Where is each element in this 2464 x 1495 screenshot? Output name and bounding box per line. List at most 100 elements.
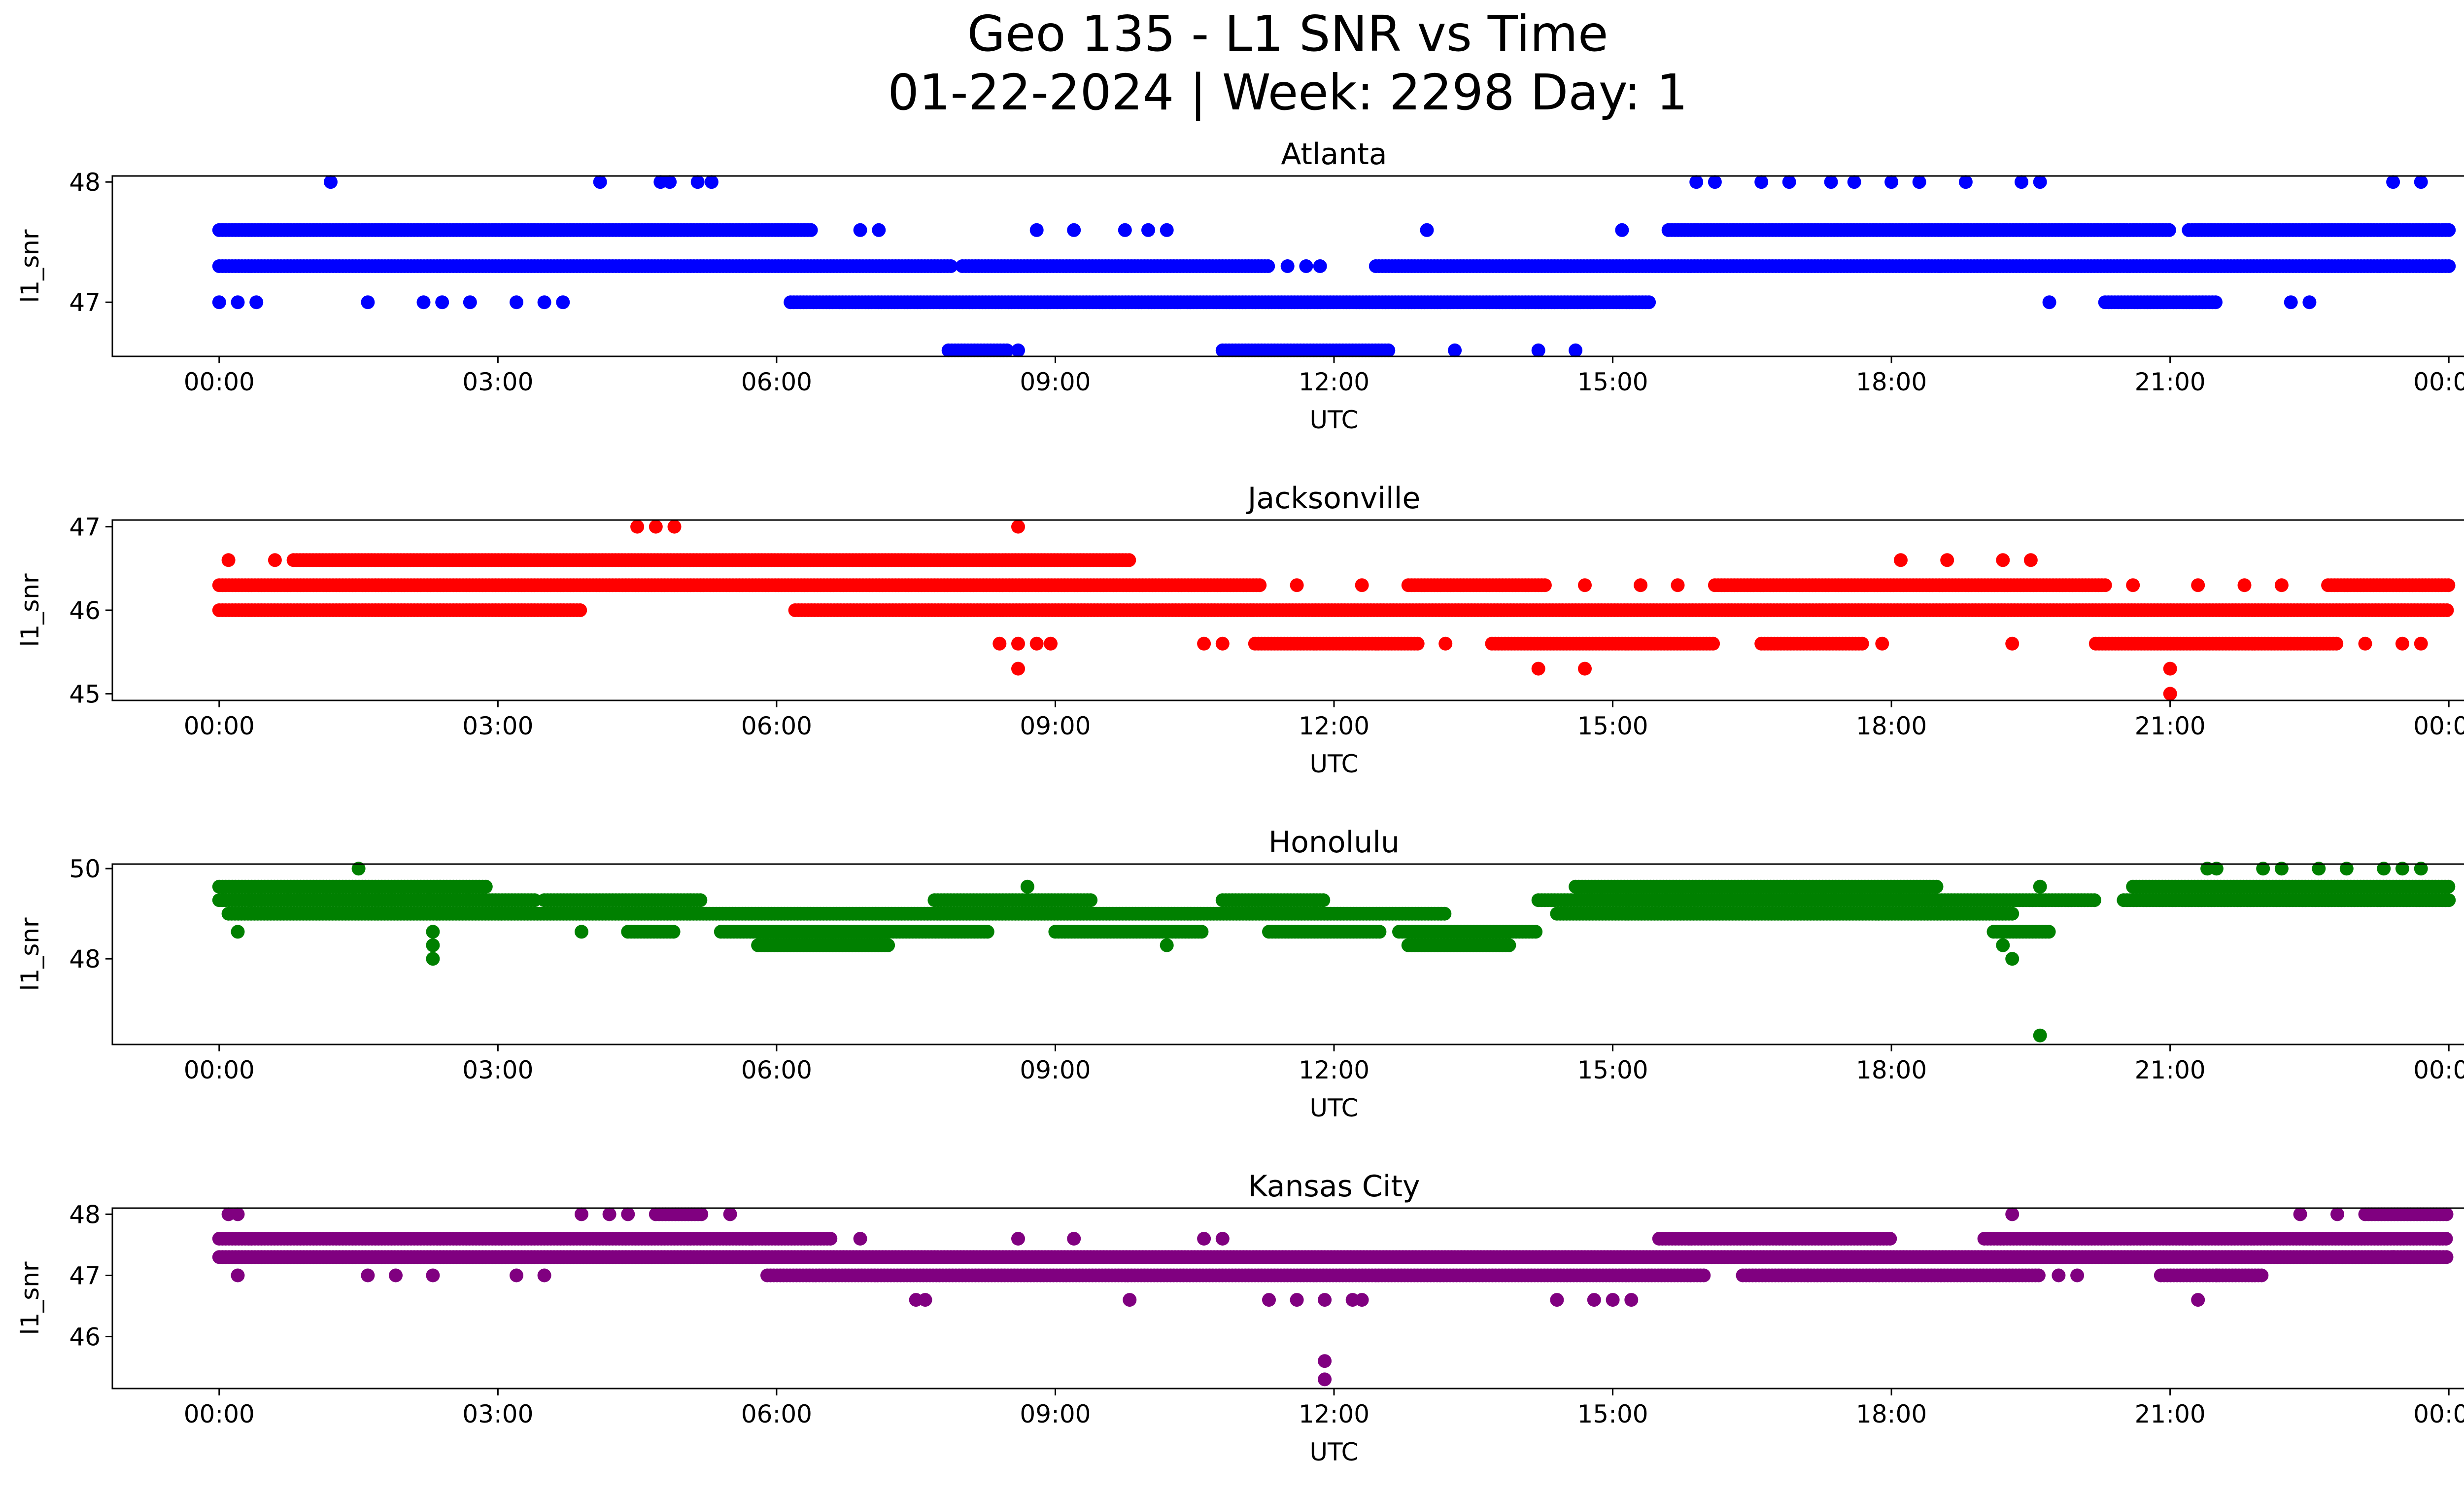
data-point	[2005, 906, 2019, 921]
data-point	[1381, 343, 1396, 357]
x-tick-label: 15:00	[1577, 368, 1648, 396]
data-point	[1824, 175, 1838, 189]
data-point	[268, 553, 282, 567]
data-point	[1029, 223, 1044, 237]
x-tick-label: 00:00	[184, 1056, 255, 1084]
data-point	[1782, 175, 1796, 189]
data-point	[1029, 636, 1044, 651]
data-point	[2033, 879, 2047, 894]
x-tick-label: 21:00	[2135, 712, 2206, 740]
data-point	[980, 925, 994, 939]
data-point	[1502, 938, 1516, 952]
x-tick-label: 00:00	[2413, 368, 2464, 396]
data-point	[630, 520, 645, 534]
data-point	[1996, 553, 2010, 567]
x-tick-label: 00:00	[184, 712, 255, 740]
x-tick-label: 00:00	[2413, 1056, 2464, 1084]
x-axis-label: UTC	[1309, 1094, 1358, 1122]
y-tick-label: 46	[69, 596, 101, 625]
y-tick-label: 47	[69, 513, 101, 542]
x-tick-label: 12:00	[1299, 368, 1369, 396]
data-point	[1929, 879, 1944, 894]
data-point	[992, 636, 1007, 651]
data-point	[573, 603, 587, 617]
data-point	[2126, 578, 2140, 592]
data-point	[593, 175, 607, 189]
data-point	[435, 295, 449, 310]
data-point	[1160, 223, 1174, 237]
x-tick-label: 03:00	[462, 368, 533, 396]
data-point	[2358, 636, 2372, 651]
data-point	[1011, 343, 1025, 357]
x-tick-label: 21:00	[2135, 1056, 2206, 1084]
x-axis-label: UTC	[1309, 406, 1358, 434]
x-tick-label: 18:00	[1856, 368, 1927, 396]
y-tick-label: 48	[69, 945, 101, 973]
data-point	[1531, 343, 1545, 357]
data-point	[221, 553, 236, 567]
data-point	[944, 259, 958, 273]
data-point	[1261, 259, 1275, 273]
data-point	[663, 175, 677, 189]
data-point	[2442, 259, 2456, 273]
data-point	[1531, 661, 1545, 676]
data-point	[463, 295, 477, 310]
data-point	[2442, 223, 2456, 237]
data-point	[2414, 636, 2428, 651]
data-point	[1000, 343, 1014, 357]
data-point	[2274, 578, 2289, 592]
data-point	[1875, 636, 1889, 651]
y-tick-label: 50	[69, 855, 101, 883]
data-point	[2163, 661, 2177, 676]
data-point	[426, 952, 440, 966]
data-point	[1578, 661, 1592, 676]
data-point	[1215, 636, 1230, 651]
data-point	[1578, 578, 1592, 592]
data-point	[872, 223, 886, 237]
data-point	[426, 938, 440, 952]
data-point	[416, 295, 431, 310]
data-point	[1689, 175, 1704, 189]
data-point	[1420, 223, 1434, 237]
data-point	[666, 925, 681, 939]
data-point	[1847, 175, 1861, 189]
data-point	[2042, 295, 2056, 310]
data-point	[1884, 175, 1899, 189]
data-point	[1313, 259, 1327, 273]
x-tick-label: 09:00	[1020, 1056, 1091, 1084]
data-point	[1569, 343, 1583, 357]
data-point	[1280, 259, 1295, 273]
y-axis-label: l1_snr	[16, 917, 44, 991]
y-tick-label: 45	[69, 680, 101, 708]
data-point	[2098, 578, 2112, 592]
data-point	[2442, 893, 2456, 907]
data-point	[1529, 925, 1543, 939]
data-point	[1642, 295, 1656, 310]
data-point	[2042, 925, 2056, 939]
data-point	[2005, 952, 2019, 966]
scatter-series-atlanta	[212, 175, 2456, 357]
data-point	[510, 295, 523, 310]
data-point	[231, 295, 245, 310]
data-point	[2209, 295, 2223, 310]
data-point	[2033, 175, 2047, 189]
data-point	[1290, 578, 1304, 592]
data-point	[1118, 223, 1132, 237]
data-point	[1438, 636, 1453, 651]
data-point	[479, 879, 493, 894]
data-point	[1197, 636, 1211, 651]
figure-title-line2: 01-22-2024 | Week: 2298 Day: 1	[888, 64, 1687, 121]
data-point	[2023, 553, 2038, 567]
data-point	[1299, 259, 1313, 273]
data-point	[1253, 578, 1267, 592]
data-point	[324, 175, 338, 189]
data-point	[1011, 636, 1025, 651]
data-point	[2005, 636, 2019, 651]
data-point	[1011, 520, 1025, 534]
data-point	[1708, 175, 1722, 189]
y-axis-label: l1_snr	[16, 573, 44, 647]
data-point	[1122, 553, 1136, 567]
data-point	[2414, 175, 2428, 189]
data-point	[426, 925, 440, 939]
data-point	[693, 893, 708, 907]
